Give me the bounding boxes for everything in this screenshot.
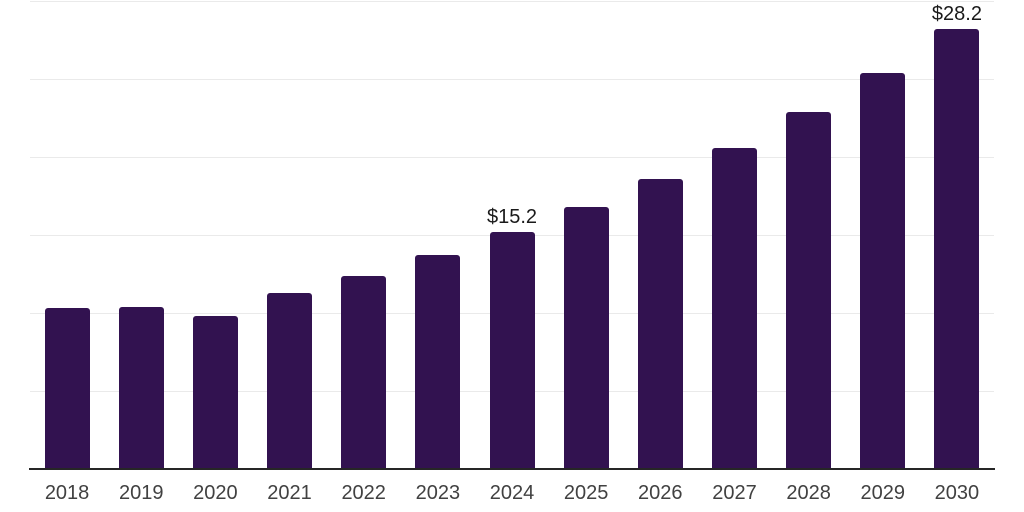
x-axis-line [29,468,995,470]
gridline [30,156,994,158]
bar-2026 [637,178,683,469]
x-tick-label-2020: 2020 [193,482,238,504]
gridline [30,78,994,80]
bar-2027 [711,147,757,469]
x-tick-label-2029: 2029 [860,482,906,504]
bar-2030 [934,29,980,469]
x-tick-label-2027: 2027 [712,482,757,504]
bar-2024 [489,231,535,469]
x-tick-label-2028: 2028 [786,482,831,504]
bar-2018 [44,308,90,469]
bar-2021 [267,292,313,469]
value-label-2030: $28.2 [931,3,982,26]
bar-2028 [786,111,832,469]
value-label-2024: $15.2 [486,205,538,228]
x-tick-label-2019: 2019 [118,482,164,504]
bar-2019 [118,306,164,469]
bar-2029 [860,72,906,469]
bar-2025 [563,206,609,469]
x-tick-label-2021: 2021 [267,482,312,504]
x-tick-label-2030: 2030 [934,482,980,504]
gridline [30,0,994,2]
x-tick-label-2026: 2026 [638,482,683,504]
x-tick-label-2022: 2022 [341,482,386,504]
bar-2020 [192,316,238,469]
x-tick-label-2024: 2024 [489,482,535,504]
bar-2023 [415,255,461,469]
x-tick-label-2023: 2023 [415,482,461,504]
x-tick-label-2018: 2018 [44,482,90,504]
bar-2022 [341,275,387,469]
x-tick-label-2025: 2025 [563,482,609,504]
